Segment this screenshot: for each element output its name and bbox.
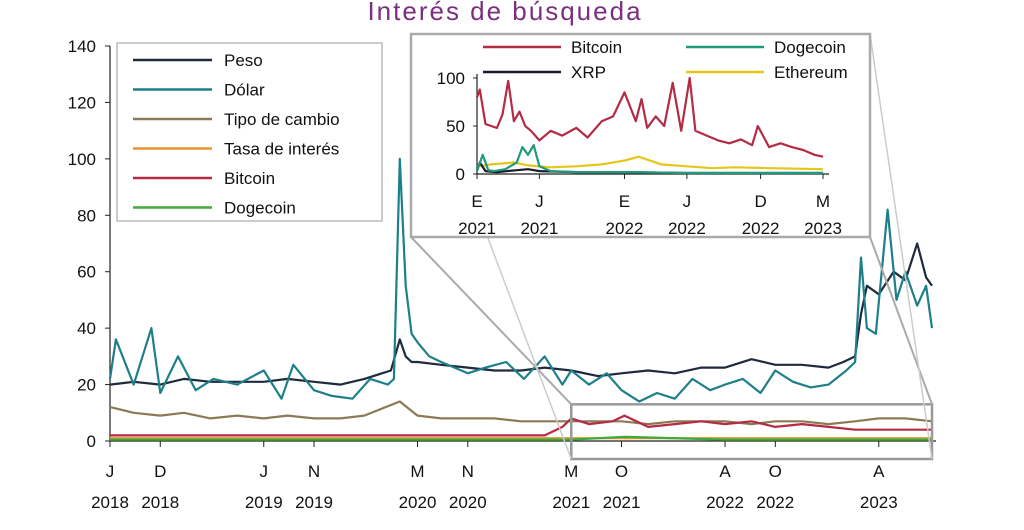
- main-legend-box: [116, 42, 383, 222]
- main-x-tick-year: 2021: [603, 493, 641, 512]
- zoom-rect: [570, 403, 934, 461]
- main-x-tick-label: M: [410, 462, 424, 481]
- main-x-tick-year: 2020: [449, 493, 487, 512]
- inset-x-tick-year: 2022: [742, 219, 780, 238]
- main-x-tick-label: N: [462, 462, 474, 481]
- main-y-tick-label: 60: [77, 263, 96, 282]
- main-series-line-tipo-de-cambio: [109, 400, 933, 426]
- legend-label: Dólar: [224, 81, 265, 100]
- main-x-tick-label: M: [564, 462, 578, 481]
- inset-series-line-ethereum: [476, 155, 824, 171]
- zoom-connector: [869, 236, 933, 405]
- main-x-tick-year: 2018: [91, 493, 129, 512]
- inset-x-tick-label: M: [816, 192, 830, 211]
- inset-x-tick-label: E: [471, 192, 482, 211]
- main-y-tick-label: 120: [68, 93, 96, 112]
- main-x-tick-year: 2022: [706, 493, 744, 512]
- main-series-line-d-lar: [108, 157, 934, 403]
- inset-x-tick-year: 2022: [606, 219, 644, 238]
- main-x-tick-year: 2018: [141, 493, 179, 512]
- main-x-tick-year: 2023: [860, 493, 898, 512]
- main-legend: Peso Dólar Tipo de cambio Tasa de interés Bi…: [116, 42, 383, 222]
- main-plot: 0 20 40 60 80 100 120 140 J 2018 D 2018 J 2019 N 2019 M 2…: [68, 37, 936, 512]
- main-x-tick-label: O: [615, 462, 628, 481]
- inset-y-tick-label: 0: [456, 165, 465, 184]
- inset-x-tick-label: J: [683, 192, 692, 211]
- inset-legend-label: Bitcoin: [571, 38, 622, 57]
- chart-title: Interés de búsqueda: [367, 0, 642, 26]
- main-x-tick-label: D: [154, 462, 166, 481]
- inset-series-line-bitcoin: [475, 76, 824, 158]
- main-x-tick-label: O: [769, 462, 782, 481]
- inset-x-tick-year: 2021: [520, 219, 558, 238]
- main-y-tick-label: 20: [77, 376, 96, 395]
- inset-legend-label: XRP: [571, 63, 606, 82]
- inset-plot: 0 50 100 E 2021 J 2021 E 2022 J 2022 D 2022 M 2023 Bitc…: [409, 32, 872, 239]
- main-x-tick-year: 2019: [245, 493, 283, 512]
- inset-x-tick-year: 2023: [804, 219, 842, 238]
- main-x-tick-label: J: [260, 462, 269, 481]
- main-y-tick-label: 40: [77, 319, 96, 338]
- main-x-tick-label: A: [873, 462, 885, 481]
- zoom-connector: [410, 236, 572, 406]
- inset-series-line-dogecoin: [475, 144, 823, 175]
- inset-legend-label: Ethereum: [774, 63, 848, 82]
- legend-label: Dogecoin: [224, 199, 296, 218]
- inset-x-tick-year: 2021: [458, 219, 496, 238]
- legend-label: Bitcoin: [224, 169, 275, 188]
- legend-label: Peso: [224, 51, 263, 70]
- main-x-tick-label: N: [308, 462, 320, 481]
- main-y-tick-label: 140: [68, 37, 96, 56]
- inset-x-tick-label: D: [754, 192, 766, 211]
- main-series-line-bitcoin: [110, 414, 932, 437]
- inset-y-tick-label: 50: [446, 117, 465, 136]
- main-x-tick-year: 2019: [295, 493, 333, 512]
- main-x-tick-year: 2021: [552, 493, 590, 512]
- main-series-line-peso: [109, 242, 933, 386]
- inset-y-tick-label: 100: [437, 69, 465, 88]
- zoom-connector: [869, 33, 933, 460]
- legend-label: Tasa de interés: [224, 140, 339, 159]
- main-y-tick-label: 80: [77, 206, 96, 225]
- inset-legend-label: Dogecoin: [774, 38, 846, 57]
- inset-x-tick-year: 2022: [668, 219, 706, 238]
- main-y-tick-label: 100: [68, 150, 96, 169]
- main-x-tick-year: 2020: [399, 493, 437, 512]
- main-x-tick-label: A: [719, 462, 731, 481]
- main-y-tick-label: 0: [87, 432, 96, 451]
- inset-x-tick-label: J: [535, 192, 544, 211]
- main-x-tick-label: J: [106, 462, 115, 481]
- inset-box: [409, 32, 872, 239]
- legend-label: Tipo de cambio: [224, 110, 340, 129]
- main-series-line-dogecoin: [110, 435, 932, 441]
- inset-x-tick-label: E: [619, 192, 630, 211]
- main-x-tick-year: 2022: [756, 493, 794, 512]
